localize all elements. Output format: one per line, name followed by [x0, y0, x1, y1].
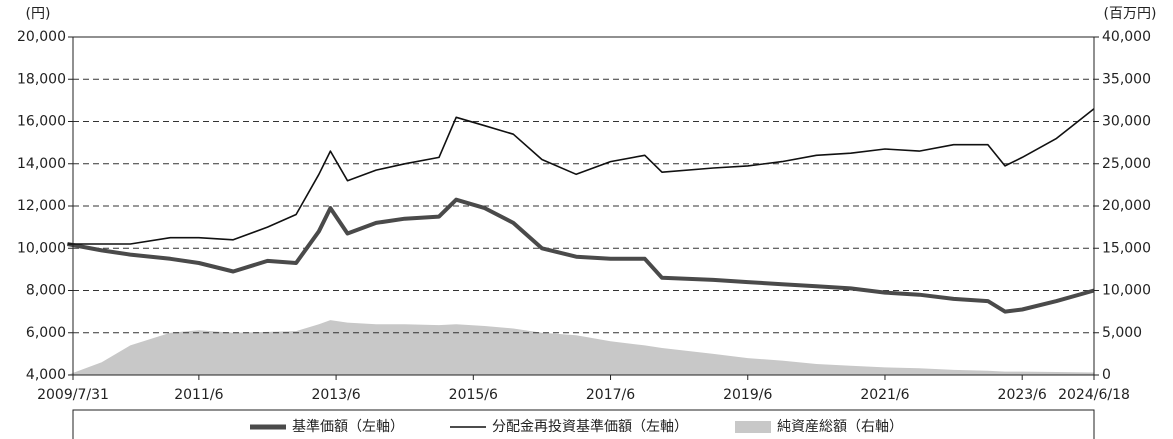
line — [67, 197, 1095, 314]
legend-label: 分配金再投資基準価額（左軸） — [492, 418, 688, 435]
y-tick-label: 16,000 — [17, 114, 66, 130]
y2-tick-label: 5,000 — [1102, 325, 1142, 341]
x-tick-label: 2013/6 — [311, 387, 360, 403]
y2-tick-label: 25,000 — [1102, 156, 1151, 172]
x-tick-label: 2015/6 — [449, 387, 498, 403]
y-tick-label: 8,000 — [26, 283, 66, 299]
y-tick-label: 10,000 — [17, 240, 66, 256]
x-tick-label: 2021/6 — [860, 387, 909, 403]
x-tick-label: 2011/6 — [174, 387, 223, 403]
legend-swatch — [735, 421, 771, 433]
x-tick-label: 2017/6 — [586, 387, 635, 403]
area — [67, 320, 1094, 375]
x-tick-label: 2009/7/31 — [37, 387, 109, 403]
y2-tick-label: 20,000 — [1102, 198, 1151, 214]
y2-unit-label: (百万円) — [1104, 6, 1157, 22]
y2-tick-label: 15,000 — [1102, 240, 1151, 256]
y-tick-label: 18,000 — [17, 71, 66, 87]
y-tick-label: 20,000 — [17, 29, 66, 45]
x-tick-label: 2019/6 — [723, 387, 772, 403]
legend-label: 純資産総額（右軸） — [777, 419, 903, 435]
y-tick-label: 12,000 — [17, 198, 66, 214]
y2-tick-label: 0 — [1102, 367, 1111, 383]
line — [67, 108, 1095, 245]
legend-label: 基準価額（左軸） — [292, 418, 404, 435]
y-tick-label: 14,000 — [17, 156, 66, 172]
y2-tick-label: 10,000 — [1102, 283, 1151, 299]
y-tick-label: 6,000 — [26, 325, 66, 341]
x-tick-label: 2024/6/18 — [1058, 387, 1130, 403]
y-unit-label: (円) — [26, 6, 51, 22]
y2-tick-label: 30,000 — [1102, 114, 1151, 130]
y2-tick-label: 35,000 — [1102, 71, 1151, 87]
legend-box — [72, 409, 1095, 439]
y2-tick-label: 40,000 — [1102, 29, 1151, 45]
y-tick-label: 4,000 — [26, 367, 66, 383]
x-tick-label: 2023/6 — [998, 387, 1047, 403]
